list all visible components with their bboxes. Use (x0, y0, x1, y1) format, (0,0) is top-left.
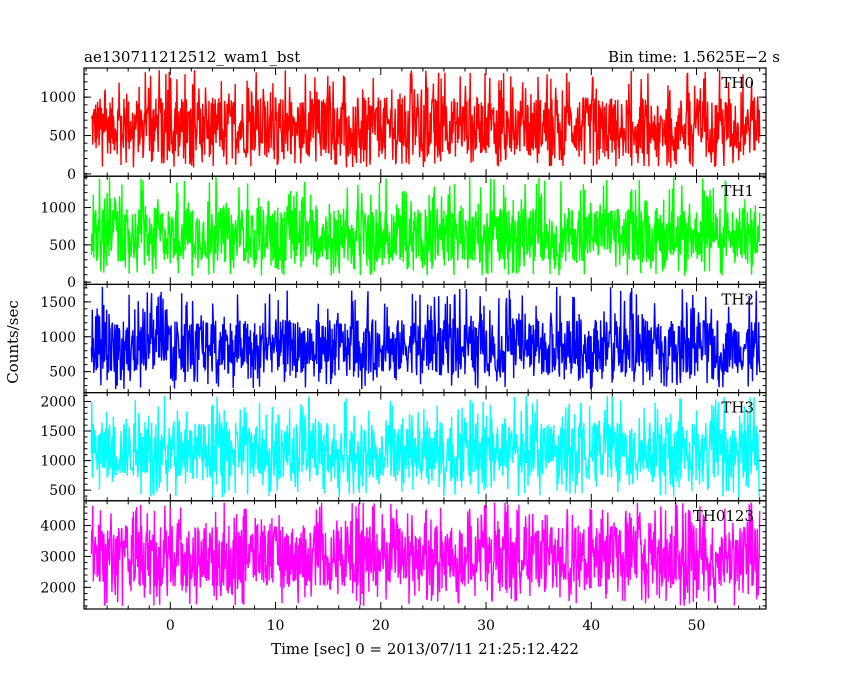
y-tick-label: 4000 (40, 519, 76, 535)
x-tick-label: 50 (688, 618, 706, 634)
panel-label-th0123: TH0123 (693, 507, 754, 525)
y-tick-label: 1000 (40, 454, 76, 470)
panel-th0123: 2000 3000 4000 TH0123 (40, 500, 767, 610)
panel-th0: 0 500 1000 TH0 (40, 67, 767, 183)
y-tick-label: 2000 (40, 580, 76, 596)
panel-th3: 500 1000 1500 2000 TH3 (40, 392, 767, 502)
panel-label-th2: TH2 (721, 290, 754, 308)
y-axis-label: Counts/sec (4, 300, 22, 384)
x-axis-ticks: 0 10 20 30 40 50 (166, 618, 706, 634)
y-tick-label: 1000 (40, 330, 76, 346)
y-tick-label: 500 (49, 129, 76, 145)
y-tick-label: 500 (49, 238, 76, 254)
y-tick-label: 500 (49, 483, 76, 499)
panel-label-th3: TH3 (721, 399, 754, 417)
panel-stack: 0 500 1000 TH0 0 500 1000 TH1 500 1000 1500 TH2 500 1… (40, 67, 767, 610)
panel-th2: 500 1000 1500 TH2 (40, 283, 767, 394)
y-tick-label: 1000 (40, 90, 76, 106)
y-tick-label: 3000 (40, 549, 76, 565)
y-tick-label: 0 (67, 167, 76, 183)
series-line-th3 (90, 394, 760, 498)
x-axis-label: Time [sec] 0 = 2013/07/11 21:25:12.422 (271, 640, 579, 658)
series-line-th0123 (90, 501, 761, 606)
x-tick-label: 40 (582, 618, 600, 634)
y-tick-label: 1500 (40, 424, 76, 440)
header-bin-time: Bin time: 1.5625E−2 s (608, 48, 780, 66)
panel-frame (83, 500, 767, 610)
x-tick-label: 0 (166, 618, 175, 634)
panel-label-th0: TH0 (721, 74, 754, 92)
y-tick-label: 500 (49, 365, 76, 381)
y-tick-label: 1500 (40, 295, 76, 311)
x-tick-label: 30 (477, 618, 495, 634)
series-line-th0 (90, 69, 761, 168)
x-tick-label: 20 (372, 618, 390, 634)
header-title: ae130711212512_wam1_bst (84, 48, 300, 66)
panel-label-th1: TH1 (721, 182, 754, 200)
y-tick-label: 1000 (40, 201, 76, 217)
y-tick-label: 2000 (40, 394, 76, 410)
series-line-th1 (90, 176, 761, 277)
y-tick-label: 0 (67, 275, 76, 291)
series-line-th2 (90, 286, 761, 390)
panel-th1: 0 500 1000 TH1 (40, 175, 767, 291)
x-tick-label: 10 (267, 618, 285, 634)
